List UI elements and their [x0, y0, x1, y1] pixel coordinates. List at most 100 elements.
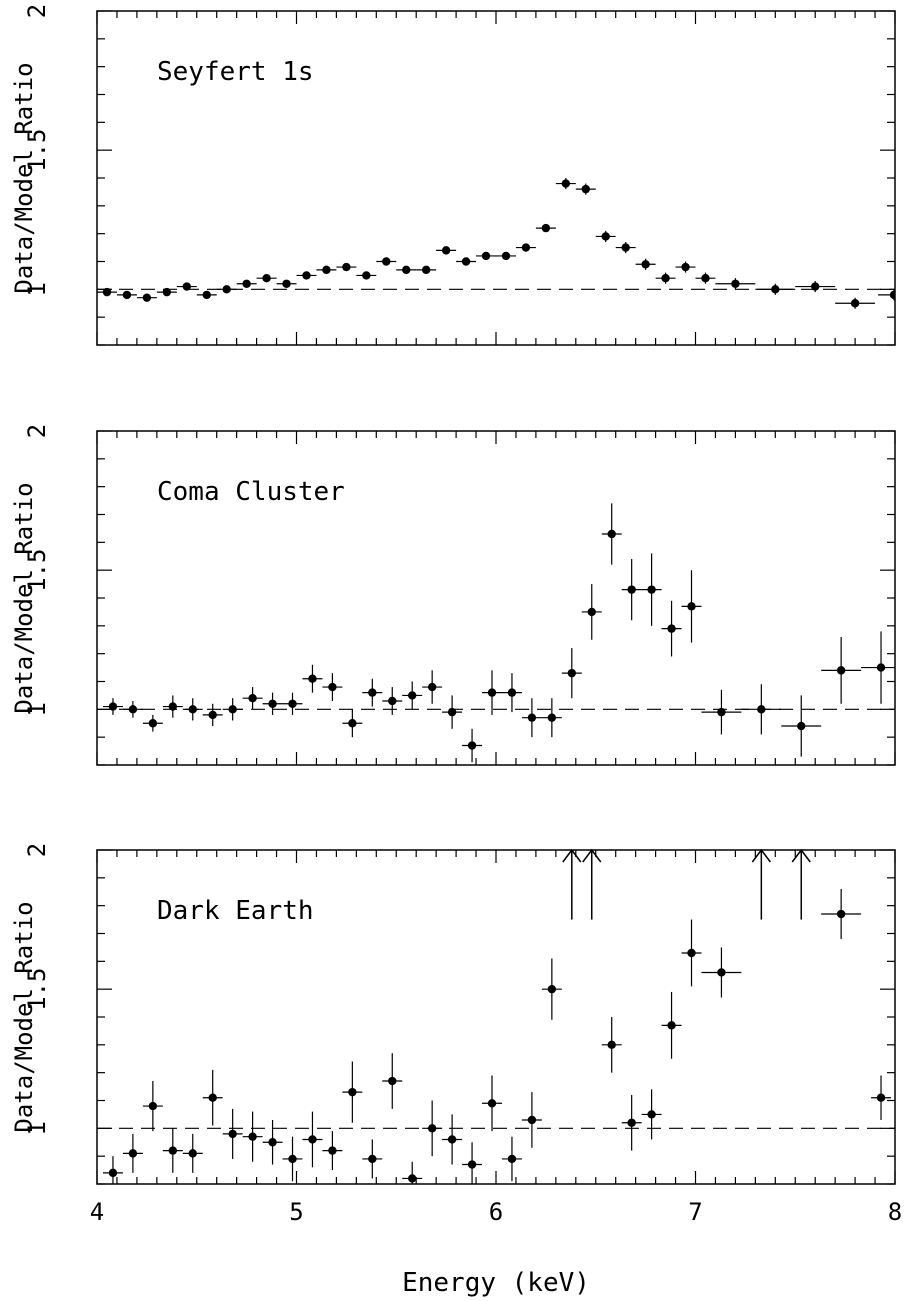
- data-point: [422, 1100, 443, 1157]
- data-marker: [811, 282, 820, 291]
- data-point: [222, 698, 243, 721]
- x-tick-label: 6: [489, 1198, 503, 1226]
- data-marker: [447, 1135, 457, 1144]
- data-point: [755, 283, 796, 295]
- data-point: [162, 1128, 183, 1173]
- data-marker: [627, 585, 636, 594]
- data-point: [701, 947, 742, 998]
- data-marker: [701, 274, 710, 283]
- y-tick-label: 2: [23, 843, 51, 857]
- data-point: [362, 678, 383, 707]
- data-point: [476, 251, 496, 261]
- data-marker: [731, 279, 740, 288]
- data-point: [456, 257, 477, 266]
- data-marker: [362, 271, 371, 280]
- y-tick-label: 2: [23, 424, 51, 438]
- data-point: [821, 636, 862, 704]
- data-marker: [122, 290, 132, 300]
- data-marker: [408, 691, 417, 700]
- data-point: [402, 1161, 423, 1184]
- data-marker: [108, 1168, 118, 1178]
- data-point: [621, 559, 642, 621]
- data-marker: [647, 1110, 656, 1119]
- data-marker: [797, 721, 806, 731]
- data-marker: [876, 1093, 886, 1102]
- data-marker: [561, 179, 571, 188]
- data-point: [482, 670, 502, 715]
- data-point: [97, 287, 117, 297]
- upper-limit-arrow: [791, 848, 811, 920]
- data-point: [601, 503, 622, 565]
- arrow-head: [562, 848, 582, 863]
- x-tick-label: 7: [688, 1198, 702, 1226]
- data-point: [681, 570, 702, 643]
- data-marker: [487, 688, 497, 697]
- data-point: [382, 687, 403, 715]
- data-marker: [507, 1154, 517, 1164]
- data-marker: [268, 699, 277, 708]
- data-point: [501, 1136, 522, 1182]
- data-marker: [102, 287, 112, 297]
- data-point: [462, 728, 483, 763]
- data-marker: [248, 1132, 257, 1141]
- data-point: [282, 1136, 303, 1182]
- data-point: [242, 1111, 263, 1162]
- y-tick-label: 1: [23, 1121, 51, 1135]
- data-marker: [461, 257, 471, 266]
- data-marker: [717, 707, 726, 717]
- data-marker: [836, 909, 846, 919]
- data-point: [402, 681, 423, 710]
- data-marker: [507, 688, 517, 697]
- data-marker: [288, 699, 297, 708]
- data-marker: [368, 1154, 377, 1164]
- data-point: [795, 280, 836, 293]
- data-point: [202, 1069, 223, 1126]
- data-marker: [202, 290, 211, 300]
- data-point: [661, 600, 682, 657]
- data-point: [196, 290, 217, 300]
- data-marker: [836, 666, 846, 675]
- data-marker: [601, 232, 610, 241]
- data-marker: [421, 265, 431, 275]
- data-point: [122, 1133, 143, 1173]
- data-marker: [162, 287, 172, 297]
- data-point: [482, 1075, 502, 1132]
- data-point: [256, 274, 277, 283]
- data-marker: [222, 285, 231, 294]
- data-marker: [402, 265, 411, 275]
- data-point: [575, 183, 596, 195]
- y-axis-label: Data/Model Ratio: [10, 482, 38, 713]
- data-point: [176, 282, 197, 291]
- data-marker: [108, 702, 118, 711]
- data-point: [621, 1094, 642, 1151]
- data-marker: [541, 223, 551, 233]
- data-point: [102, 698, 123, 715]
- y-tick-label: 1.5: [23, 548, 51, 591]
- data-layer: [97, 178, 895, 309]
- data-marker: [771, 285, 780, 294]
- data-marker: [142, 293, 152, 302]
- data-point: [202, 703, 223, 727]
- data-marker: [368, 688, 377, 697]
- data-point: [701, 689, 742, 735]
- data-marker: [467, 741, 477, 750]
- data-point: [861, 631, 895, 704]
- data-point: [262, 692, 283, 715]
- data-marker: [148, 1101, 158, 1111]
- data-marker: [188, 705, 197, 714]
- data-marker: [687, 602, 696, 611]
- data-marker: [282, 279, 291, 288]
- data-point: [442, 695, 463, 729]
- data-point: [821, 888, 862, 940]
- panel-title: Dark Earth: [157, 896, 314, 926]
- data-marker: [228, 1129, 237, 1139]
- y-axis-label: Data/Model Ratio: [10, 901, 38, 1132]
- data-point: [336, 262, 357, 272]
- data-point: [462, 1142, 483, 1184]
- data-marker: [757, 705, 766, 714]
- data-marker: [547, 713, 557, 722]
- y-axis-label: Data/Model Ratio: [10, 62, 38, 293]
- data-marker: [641, 260, 650, 269]
- data-marker: [128, 1149, 138, 1158]
- data-point: [342, 1061, 363, 1123]
